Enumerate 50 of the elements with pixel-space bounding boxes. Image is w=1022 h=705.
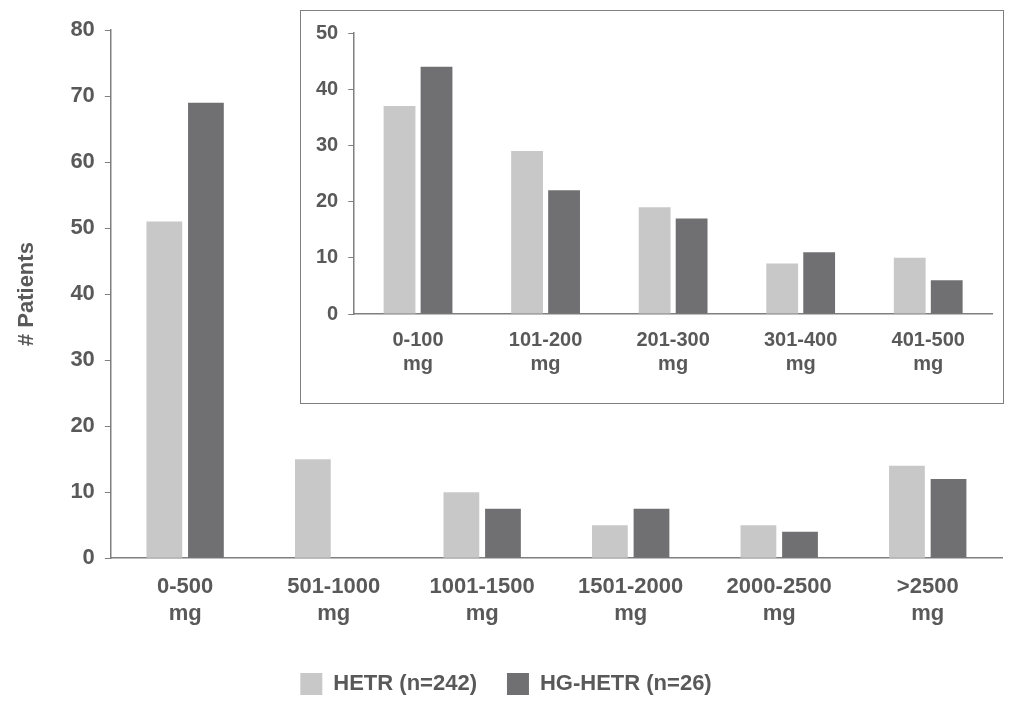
bar — [675, 218, 708, 314]
bar — [592, 525, 628, 558]
y-tick-label: 30 — [70, 346, 95, 372]
y-tick-label: 20 — [316, 189, 339, 212]
bar — [782, 531, 818, 558]
bar — [420, 66, 453, 314]
y-tick-label: 80 — [70, 16, 95, 42]
bar — [548, 190, 580, 314]
y-tick-label: 50 — [316, 20, 339, 43]
x-tick-label: 1501-2000 mg — [578, 573, 684, 625]
x-tick-label: 0-100 mg — [392, 327, 444, 374]
y-tick-label: 70 — [70, 82, 95, 108]
x-tick-label: 201-300 mg — [636, 327, 710, 374]
y-tick-label: 60 — [70, 148, 95, 174]
bar — [930, 478, 967, 558]
bar — [766, 263, 799, 314]
y-tick-label: 30 — [316, 132, 339, 155]
bar — [803, 252, 836, 314]
bar — [889, 465, 925, 558]
x-tick-label: 2000-2500 mg — [726, 573, 832, 625]
bar — [188, 102, 224, 558]
x-tick-label: 1001-1500 mg — [429, 573, 535, 625]
y-tick-label: 10 — [316, 245, 339, 268]
bar — [146, 221, 183, 558]
x-tick-label: 501-1000 mg — [287, 573, 381, 625]
bar — [740, 525, 777, 558]
bar — [383, 106, 416, 314]
bar — [485, 508, 521, 558]
bar — [930, 280, 963, 314]
x-tick-label: 301-400 mg — [763, 327, 838, 374]
legend-label: HG-HETR (n=26) — [539, 670, 712, 696]
y-tick-label: 0 — [327, 301, 339, 324]
legend-label: HETR (n=242) — [333, 670, 477, 696]
bar — [443, 492, 480, 558]
y-tick-label: 50 — [70, 214, 95, 240]
y-axis-title: # Patients — [13, 242, 39, 347]
x-tick-label: 0-500 mg — [156, 573, 214, 625]
x-tick-label: 401-500 mg — [891, 327, 965, 374]
y-tick-label: 20 — [70, 412, 95, 438]
y-tick-label: 0 — [82, 544, 95, 570]
bar — [294, 459, 331, 558]
bar — [893, 257, 926, 314]
bar — [633, 508, 670, 558]
x-tick-label: >2500 mg — [896, 573, 959, 625]
bar — [511, 151, 543, 314]
x-tick-label: 101-200 mg — [508, 327, 583, 374]
y-tick-label: 10 — [70, 478, 95, 504]
bar — [638, 207, 671, 314]
y-tick-label: 40 — [70, 280, 95, 306]
y-tick-label: 40 — [316, 76, 339, 99]
